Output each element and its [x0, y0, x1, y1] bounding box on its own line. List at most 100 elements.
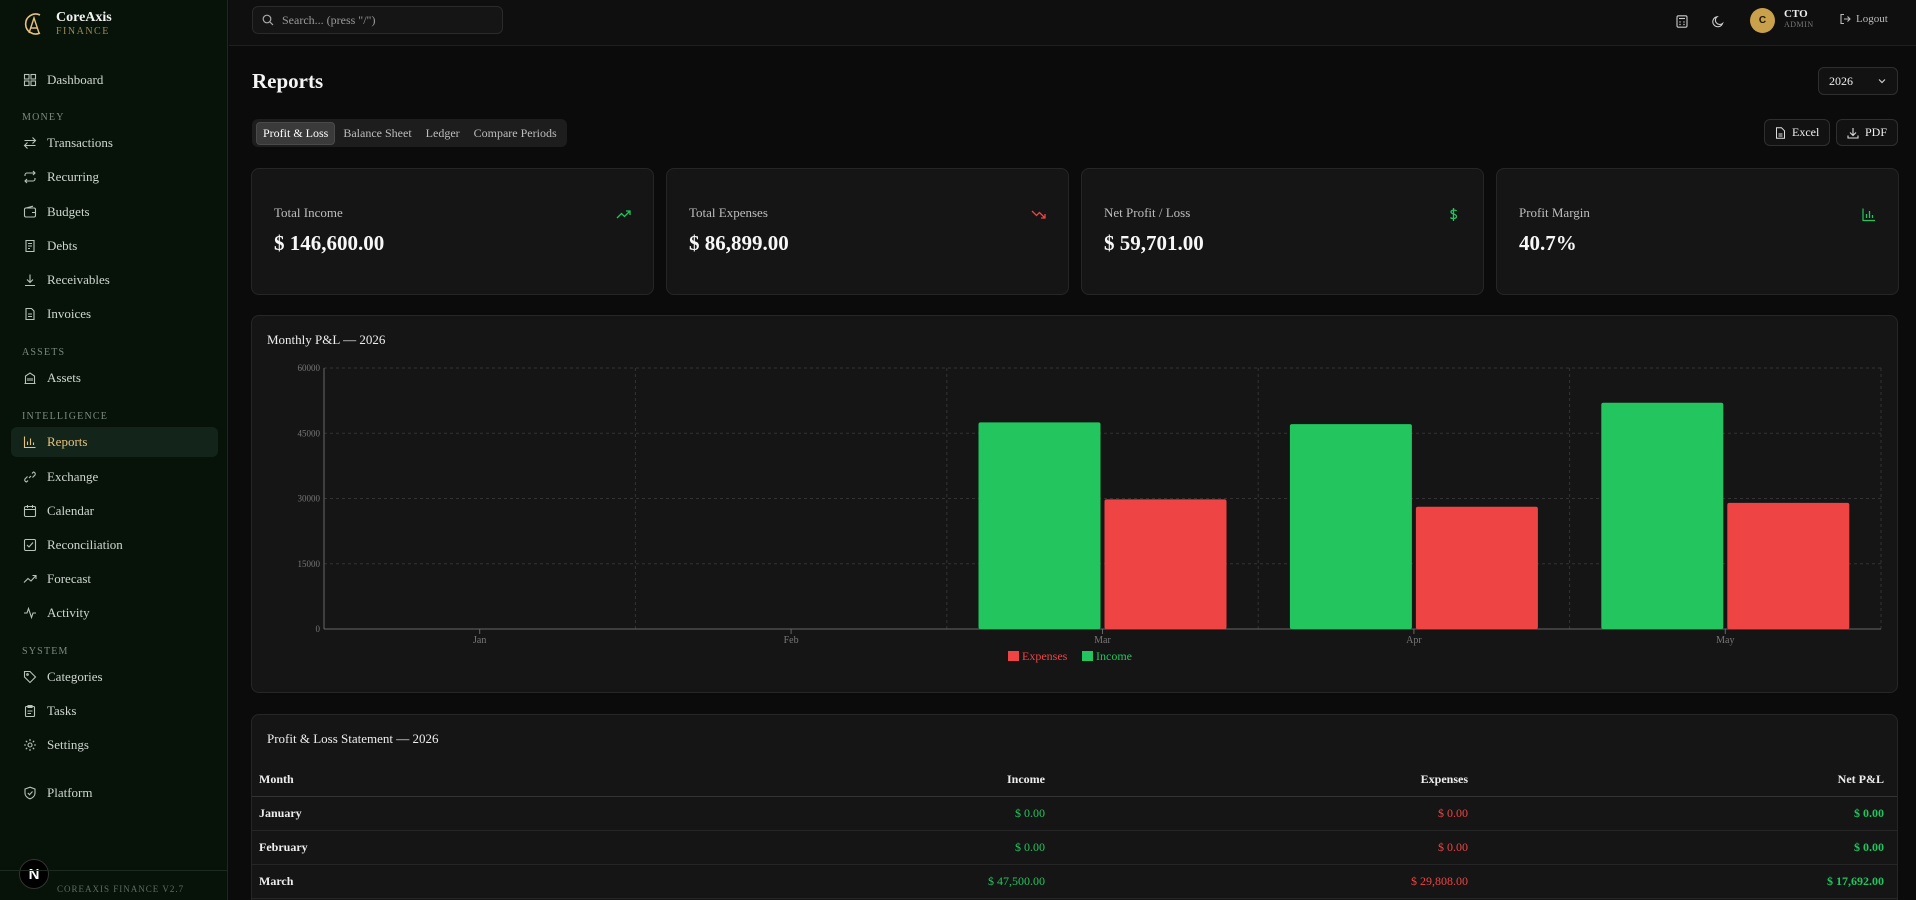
legend-swatch-expenses: [1008, 651, 1019, 661]
calendar-icon: [23, 505, 37, 518]
y-tick-label: 45000: [298, 428, 321, 438]
card-label: Profit Margin: [1519, 205, 1590, 220]
x-tick-label: Feb: [784, 635, 799, 646]
card-total-expenses: Total Expenses $ 86,899.00: [666, 168, 1069, 295]
tab-balance-sheet[interactable]: Balance Sheet: [343, 125, 412, 140]
nav-group-assets: ASSETS: [22, 347, 66, 358]
card-total-income: Total Income $ 146,600.00: [251, 168, 654, 295]
row-income: $ 47,500.00: [988, 874, 1045, 888]
tab-profit-loss[interactable]: Profit & Loss: [256, 121, 336, 145]
check-square-icon: [23, 538, 37, 552]
sidebar-item-debts[interactable]: Debts: [11, 231, 218, 261]
table-row: January $ 0.00 $ 0.00 $ 0.00: [252, 797, 1897, 831]
clipboard-icon: [24, 704, 36, 718]
export-excel-button[interactable]: Excel: [1764, 119, 1831, 146]
repeat-icon: [24, 170, 36, 184]
export-pdf-button[interactable]: PDF: [1836, 119, 1899, 146]
sidebar-item-budgets[interactable]: Budgets: [11, 197, 218, 227]
chart-title: Monthly P&L — 2026: [267, 332, 386, 347]
card-net-profit: Net Profit / Loss $ 59,701.00: [1081, 168, 1484, 295]
sidebar-item-reports[interactable]: Reports: [11, 427, 218, 457]
bar-income-apr: [1289, 424, 1412, 629]
y-tick-label: 30000: [298, 494, 321, 504]
credit-card-icon: [25, 239, 35, 253]
calculator-icon[interactable]: [1673, 12, 1691, 30]
search-icon: [262, 14, 274, 26]
card-label: Total Income: [274, 205, 343, 220]
pl-statement-panel: Profit & Loss Statement — 2026 Month Inc…: [251, 714, 1898, 900]
sidebar-item-exchange[interactable]: Exchange: [11, 462, 218, 492]
sidebar-item-recurring[interactable]: Recurring: [11, 162, 218, 192]
sidebar-item-dashboard[interactable]: Dashboard: [11, 65, 218, 95]
sidebar-item-label: Debts: [47, 238, 78, 253]
sidebar-item-categories[interactable]: Categories: [11, 662, 218, 692]
table-header-row: Month Income Expenses Net P&L: [252, 763, 1897, 797]
year-value: 2026: [1829, 73, 1853, 88]
search-input[interactable]: [282, 12, 492, 28]
sidebar-item-label: Calendar: [47, 503, 94, 518]
card-label: Net Profit / Loss: [1104, 205, 1191, 220]
tab-compare-periods[interactable]: Compare Periods: [473, 125, 557, 140]
link-icon: [24, 471, 36, 483]
sidebar-item-activity[interactable]: Activity: [11, 598, 218, 628]
bar-expenses-may: [1727, 502, 1850, 629]
sidebar-item-invoices[interactable]: Invoices: [11, 299, 218, 329]
monthly-pl-chart: 0 15000 30000 45000 60000 Jan Feb Mar Apr May Expe…: [298, 363, 1882, 663]
sidebar-item-platform[interactable]: Platform: [11, 778, 218, 808]
y-tick-label: 15000: [298, 559, 321, 569]
wallet-icon: [23, 205, 37, 218]
col-net-header: Net P&L: [1837, 772, 1884, 786]
sidebar-item-label: Invoices: [47, 306, 92, 321]
moon-icon[interactable]: [1709, 12, 1727, 30]
table-row: February $ 0.00 $ 0.00 $ 0.00: [252, 831, 1897, 865]
n-badge[interactable]: N: [19, 859, 49, 889]
sidebar-item-reconciliation[interactable]: Reconciliation: [11, 530, 218, 560]
brand[interactable]: CoreAxis FINANCE: [20, 9, 112, 39]
sidebar-item-forecast[interactable]: Forecast: [11, 564, 218, 594]
nav-group-system: SYSTEM: [22, 646, 69, 657]
x-tick-label: Mar: [1094, 635, 1111, 646]
year-select[interactable]: 2026: [1818, 67, 1898, 95]
pl-statement-table: Month Income Expenses Net P&L January $ …: [252, 763, 1897, 899]
file-icon: [25, 307, 35, 321]
monthly-pl-chart-panel: Monthly P&L — 2026 0 15000 30000 45000 60000…: [251, 315, 1898, 693]
sidebar-item-settings[interactable]: Settings: [11, 730, 218, 760]
shield-check-icon: [24, 786, 36, 800]
tab-ledger[interactable]: Ledger: [425, 125, 460, 140]
file-icon: [1776, 126, 1785, 139]
page-title: Reports: [252, 69, 324, 93]
bar-income-may: [1601, 402, 1724, 629]
sidebar-item-tasks[interactable]: Tasks: [11, 696, 218, 726]
sidebar-item-label: Activity: [47, 605, 90, 620]
avatar[interactable]: C: [1750, 8, 1775, 33]
arrows-left-right-icon: [23, 137, 37, 149]
x-tick-label: Jan: [473, 635, 486, 646]
row-expenses: $ 0.00: [1438, 806, 1468, 820]
trend-up-icon: [616, 210, 631, 219]
sidebar: CoreAxis FINANCE Dashboard MONEY Transacti…: [0, 0, 228, 900]
sidebar-item-label: Transactions: [47, 135, 113, 150]
sidebar-item-calendar[interactable]: Calendar: [11, 496, 218, 526]
brand-subtitle: FINANCE: [56, 26, 110, 37]
brand-name: CoreAxis: [56, 10, 112, 25]
sidebar-item-assets[interactable]: Assets: [11, 363, 218, 393]
logout-icon: [1840, 13, 1851, 25]
search-box[interactable]: [252, 6, 503, 34]
y-tick-label: 60000: [298, 363, 321, 373]
nav-group-money: MONEY: [22, 112, 65, 123]
row-month: March: [259, 874, 294, 888]
sidebar-item-label: Categories: [47, 669, 103, 684]
report-tabs: Profit & Loss Balance Sheet Ledger Compa…: [252, 119, 567, 147]
bar-expenses-apr: [1415, 506, 1538, 629]
sidebar-item-label: Tasks: [47, 703, 77, 718]
col-month-header: Month: [259, 772, 294, 786]
coreaxis-logo-icon: [24, 13, 41, 35]
sidebar-item-transactions[interactable]: Transactions: [11, 128, 218, 158]
trend-down-icon: [1031, 210, 1046, 219]
dollar-icon: [1449, 208, 1458, 221]
row-net: $ 0.00: [1854, 840, 1884, 854]
legend-label-income: Income: [1096, 649, 1132, 663]
sidebar-item-receivables[interactable]: Receivables: [11, 265, 218, 295]
logout-button[interactable]: Logout: [1839, 13, 1888, 25]
export-pdf-label: PDF: [1865, 125, 1888, 139]
